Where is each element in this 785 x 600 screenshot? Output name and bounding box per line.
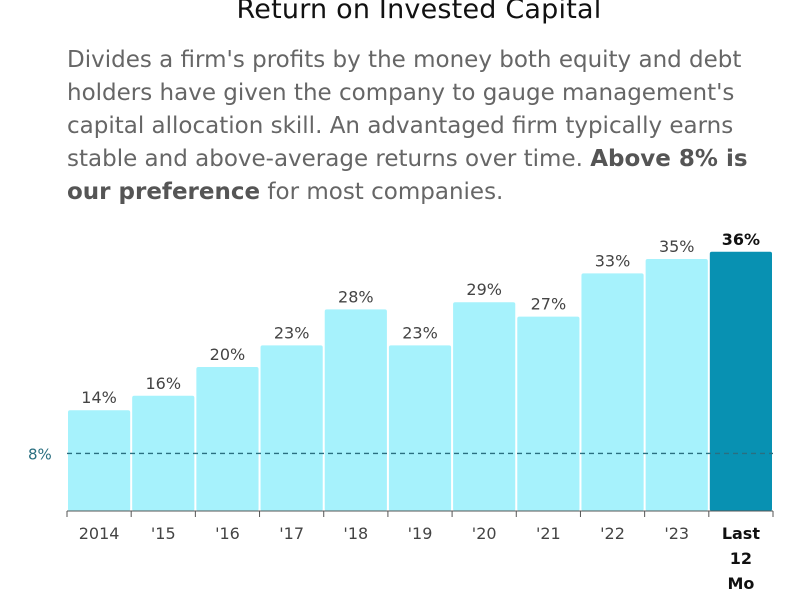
bar-1 — [132, 395, 195, 511]
bar-value-label-7: 27% — [531, 295, 567, 314]
description-text: Divides a firm's profits by the money bo… — [67, 47, 742, 172]
bar-value-label-1: 16% — [145, 374, 181, 393]
x-tick-label-0: 2014 — [79, 524, 120, 543]
x-tick-label-8: '22 — [600, 524, 625, 543]
bar-value-label-0: 14% — [81, 388, 117, 407]
bar-10 — [709, 251, 772, 512]
bar-2 — [196, 367, 259, 511]
chart-description: Divides a firm's profits by the money bo… — [67, 44, 785, 209]
bar-9 — [645, 259, 708, 511]
bar-0 — [68, 410, 131, 511]
bar-4 — [324, 309, 387, 511]
description-bold: Above 8% is our preference — [67, 146, 748, 205]
bar-value-label-3: 23% — [274, 323, 310, 342]
bar-7 — [517, 316, 580, 511]
bar-6 — [453, 302, 516, 511]
description-tail: for most companies. — [260, 179, 504, 205]
bar-5 — [388, 345, 452, 511]
x-tick-label-1: '15 — [151, 524, 176, 543]
x-tick-label-4: '18 — [343, 524, 368, 543]
x-tick-label-5: '19 — [408, 524, 433, 543]
reference-line-label: 8% — [28, 445, 52, 463]
bar-value-label-10: 36% — [722, 230, 760, 249]
bar-value-label-5: 23% — [402, 323, 438, 342]
bar-value-label-4: 28% — [338, 287, 374, 306]
chart-title: Return on Invested Capital — [236, 0, 602, 25]
x-tick-label-2: '16 — [215, 524, 240, 543]
bar-value-label-2: 20% — [210, 345, 246, 364]
bar-value-label-8: 33% — [595, 251, 631, 270]
bar-value-label-6: 29% — [466, 280, 502, 299]
bar-3 — [260, 345, 323, 511]
x-tick-label-10: Last 12 Mo — [722, 524, 761, 593]
x-tick-label-6: '20 — [472, 524, 497, 543]
x-tick-label-3: '17 — [279, 524, 304, 543]
bar-8 — [581, 273, 644, 511]
x-tick-label-7: '21 — [536, 524, 561, 543]
bar-value-label-9: 35% — [659, 237, 695, 256]
x-tick-label-9: '23 — [664, 524, 689, 543]
